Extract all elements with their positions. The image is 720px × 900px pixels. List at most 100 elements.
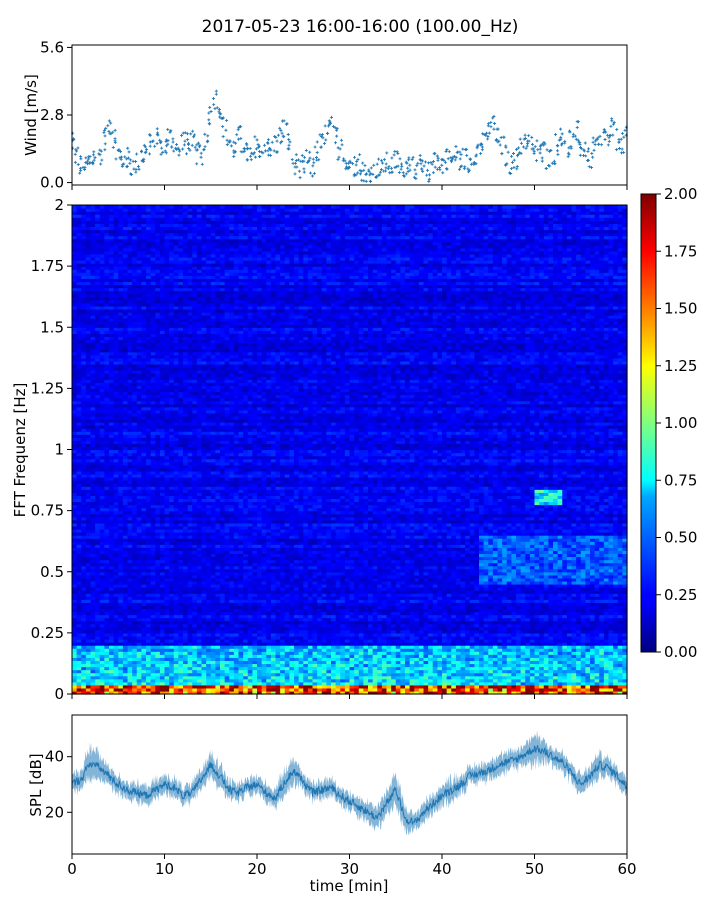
spectrogram-cell xyxy=(446,678,452,683)
spectrogram-cell xyxy=(354,678,360,683)
wind-point xyxy=(252,151,256,155)
wind-point xyxy=(544,167,548,171)
wind-point xyxy=(440,158,444,162)
spectrogram-cell xyxy=(372,681,378,686)
spectrogram-cell xyxy=(178,687,184,692)
spectrogram-cell xyxy=(335,684,341,689)
spectrogram-cell xyxy=(516,678,522,683)
wind-point xyxy=(335,127,339,131)
spectrogram-cell xyxy=(280,687,286,692)
spectrogram-cell xyxy=(192,678,198,683)
spectrogram-cell xyxy=(243,687,249,692)
wind-point xyxy=(371,172,375,176)
wind-point xyxy=(311,157,315,161)
spectrogram-cell xyxy=(377,681,383,686)
wind-point xyxy=(76,162,80,166)
wind-point xyxy=(151,139,155,143)
wind-point xyxy=(403,174,407,178)
wind-point xyxy=(446,157,450,161)
wind-point xyxy=(384,166,388,170)
spectrogram-cell xyxy=(104,687,110,692)
spectrogram-cell xyxy=(423,690,429,695)
wind-point xyxy=(492,127,496,131)
wind-point xyxy=(234,141,238,145)
spectrogram-cell xyxy=(294,684,300,689)
wind-point xyxy=(237,126,241,130)
wind-point xyxy=(319,135,323,139)
wind-point xyxy=(225,138,229,142)
wind-point xyxy=(411,155,415,159)
spectrogram-cell xyxy=(349,684,355,689)
wind-point xyxy=(354,163,358,167)
wind-point xyxy=(612,120,616,124)
spectrogram-cell xyxy=(599,687,605,692)
wind-point xyxy=(127,150,131,154)
spectrogram-cell xyxy=(155,681,161,686)
wind-point xyxy=(99,162,103,166)
spectrogram-cell xyxy=(331,690,337,695)
wind-point xyxy=(568,129,572,133)
spectrogram-cell xyxy=(183,684,189,689)
wind-point xyxy=(166,142,170,146)
spectrogram-cell xyxy=(122,678,129,683)
spectrogram-cell xyxy=(169,684,175,689)
spectrogram-cell xyxy=(442,690,448,695)
spectrogram-cell xyxy=(312,678,318,683)
wind-point xyxy=(364,173,368,177)
spectrogram-cell xyxy=(474,681,480,686)
spectrogram-cell xyxy=(192,687,198,692)
spectrogram-cell xyxy=(599,681,605,686)
wind-point xyxy=(206,139,210,143)
wind-point xyxy=(432,152,436,156)
wind-point xyxy=(404,172,408,176)
spectrogram-cell xyxy=(164,678,170,683)
spectrogram-cell xyxy=(497,690,503,695)
wind-point xyxy=(214,89,218,93)
wind-point xyxy=(217,107,221,111)
wind-point xyxy=(591,140,595,144)
spectrogram-cell xyxy=(312,681,318,686)
wind-point xyxy=(398,157,402,161)
spectrogram-cell xyxy=(474,678,480,683)
wind-point xyxy=(587,158,591,162)
spectrogram-cell xyxy=(368,678,374,683)
wind-point xyxy=(126,156,130,160)
spectrogram-cell xyxy=(469,681,475,686)
spectrogram-cell xyxy=(377,687,383,692)
spectrogram-cell xyxy=(289,678,295,683)
spectrogram-cell xyxy=(400,678,406,683)
wind-point xyxy=(165,144,169,148)
spectrogram-cell xyxy=(469,684,475,689)
spectrogram-cell xyxy=(492,681,499,686)
spectrogram-cell xyxy=(520,687,526,692)
spectrogram-cell xyxy=(201,681,207,686)
spectrogram-cell xyxy=(349,678,355,683)
spectrogram-cell xyxy=(358,675,364,680)
spectrogram-cell xyxy=(104,684,110,689)
wind-point xyxy=(590,151,594,155)
spectrogram-cell xyxy=(405,684,411,689)
spectrogram-cell xyxy=(511,678,517,683)
spectrogram-cell xyxy=(340,690,346,695)
spectrogram-cell xyxy=(331,687,337,692)
wind-point xyxy=(427,179,431,183)
wind-point xyxy=(158,141,162,145)
wind-point xyxy=(559,127,563,131)
spectrogram-cell xyxy=(516,681,522,686)
wind-point xyxy=(449,156,453,160)
wind-point xyxy=(225,118,229,122)
spectrogram-cell xyxy=(529,690,536,695)
spectrogram-cell xyxy=(178,675,184,680)
wind-point xyxy=(481,132,485,136)
wind-point xyxy=(178,149,182,153)
wind-point xyxy=(295,165,299,169)
spectrogram-cell xyxy=(312,690,318,695)
wind-point xyxy=(169,129,173,133)
spectrogram-cell xyxy=(451,678,457,683)
spectrogram-cell xyxy=(266,684,272,689)
wind-point xyxy=(425,173,429,177)
wind-point xyxy=(291,161,295,165)
wind-point xyxy=(186,141,190,145)
spectrogram-cell xyxy=(141,690,147,695)
wind-point xyxy=(225,143,229,147)
